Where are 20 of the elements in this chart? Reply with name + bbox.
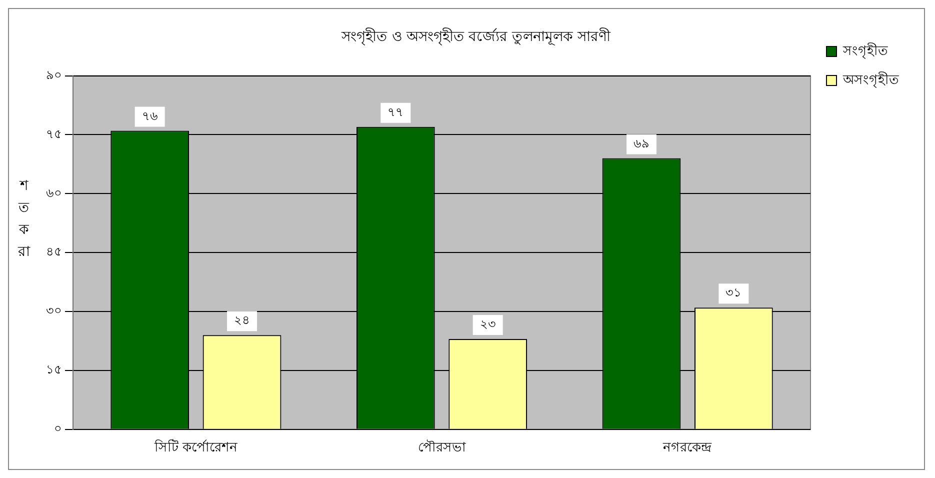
x-tick-label: সিটি কর্পোরেশন <box>153 440 238 456</box>
chart-title: সংগৃহীত ও অসংগৃহীত বর্জ্যের তুলনামূলক সারণী <box>340 28 612 46</box>
data-label: ২৩ <box>480 317 496 332</box>
y-tick-label: ৯০ <box>46 68 62 82</box>
legend-label: অসংগৃহীত <box>842 72 899 88</box>
x-tick-label: পৌরসভা <box>418 440 466 456</box>
x-tick-label: নগরকেন্দ্র <box>662 440 712 456</box>
y-axis-title: শতকরা <box>18 177 30 262</box>
data-label: ৭৭ <box>388 105 404 119</box>
y-tick-label: ৬০ <box>46 186 62 200</box>
data-label: ৩১ <box>726 286 742 300</box>
data-label: ৬৯ <box>633 136 650 150</box>
y-tick-label: ৪৫ <box>46 244 62 259</box>
y-tick-label: ০ <box>54 422 62 436</box>
y-tick-label: ১৫ <box>46 362 62 377</box>
y-tick-label: ৩০ <box>46 304 62 318</box>
data-label: ৭৬ <box>142 108 158 123</box>
data-label: ২৪ <box>234 313 250 328</box>
legend-label: সংগৃহীত <box>842 42 888 59</box>
y-tick-label: ৭৫ <box>46 126 62 141</box>
